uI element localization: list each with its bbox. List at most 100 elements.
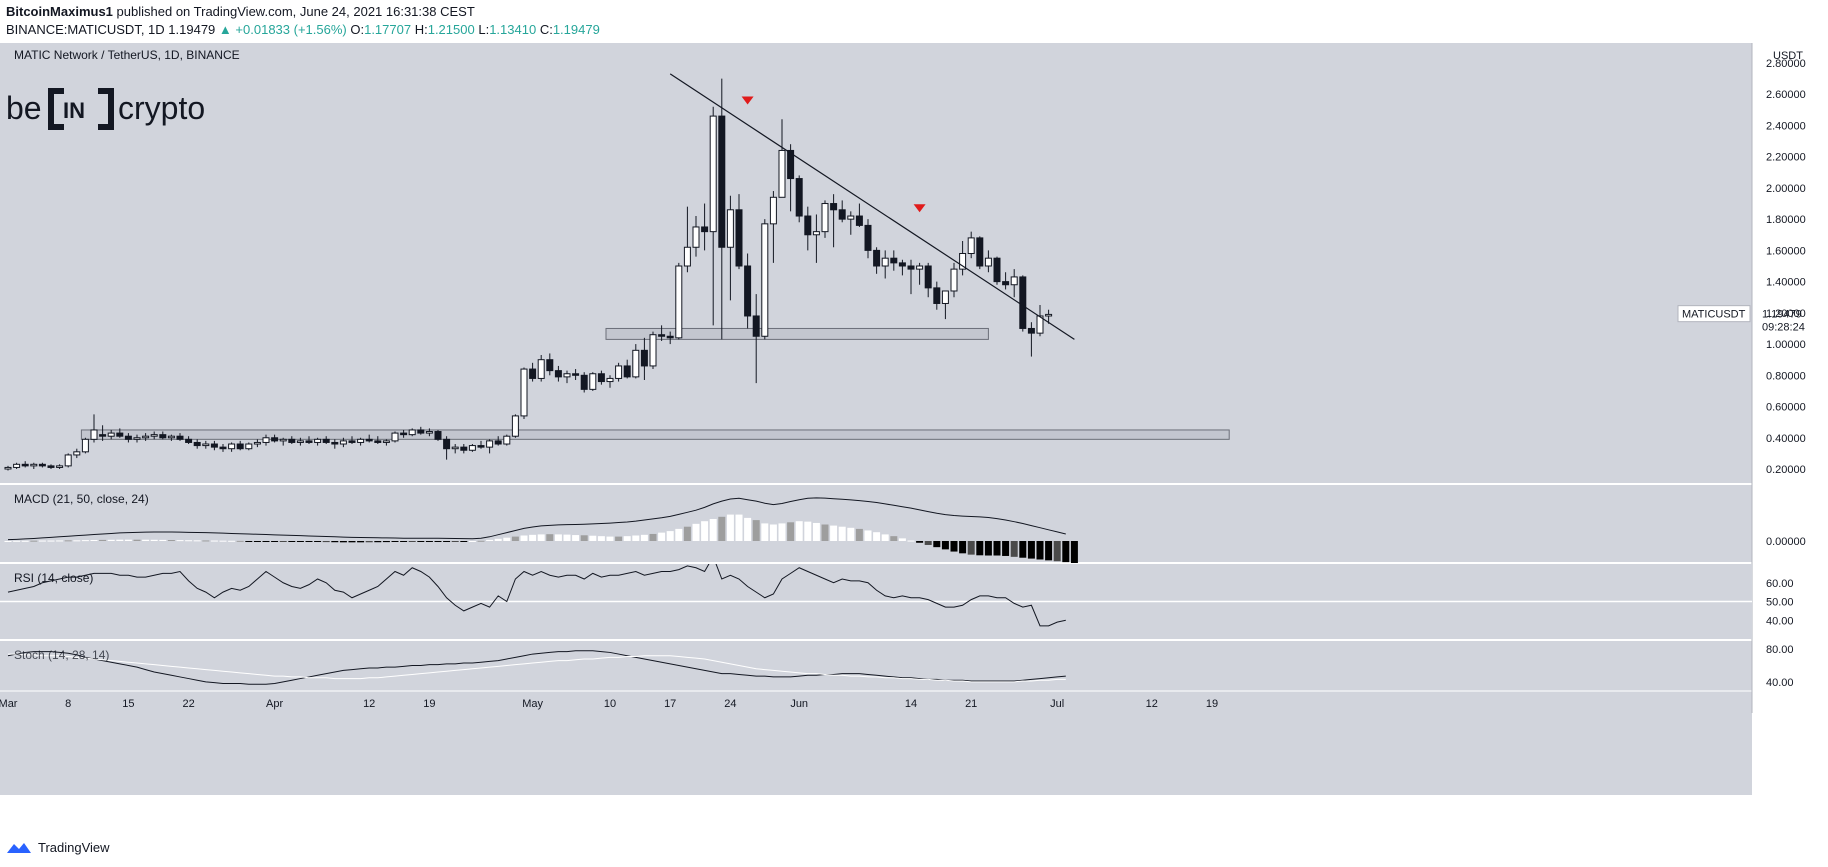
- candle-body: [623, 365, 631, 378]
- macd-histogram-bar: [1036, 541, 1044, 560]
- time-tick-label: 19: [1206, 698, 1218, 710]
- candle-body: [744, 265, 752, 317]
- high-value: 1.21500: [427, 22, 475, 37]
- macd-histogram-bar: [752, 520, 760, 541]
- candle-body: [864, 224, 872, 251]
- macd-histogram-bar: [537, 534, 545, 541]
- beincrypto-logo: be IN crypto: [6, 88, 205, 130]
- last-price: 1.19479: [168, 22, 216, 37]
- macd-histogram-bar: [434, 541, 442, 542]
- candle-body: [933, 287, 941, 304]
- candle-body: [554, 370, 562, 378]
- macd-histogram-bar: [830, 525, 838, 541]
- candle-body: [830, 203, 838, 211]
- candle-body: [90, 429, 98, 440]
- candle-body: [193, 441, 201, 447]
- symbol-header: BINANCE:MATICUSDT, 1D 1.19479 ▲ +0.01833…: [6, 22, 600, 37]
- red-down-arrow-icon: [913, 204, 926, 213]
- candle-body: [262, 437, 270, 443]
- time-tick-label: Jun: [790, 698, 808, 710]
- candle-body: [382, 440, 390, 443]
- time-tick-label: Apr: [266, 698, 283, 710]
- candle-body: [296, 440, 304, 443]
- time-tick-label: 22: [182, 698, 194, 710]
- macd-histogram-bar: [348, 541, 356, 543]
- candle-body: [580, 374, 588, 390]
- candle-body: [305, 440, 313, 443]
- symbol-tag-box: [1677, 305, 1751, 323]
- macd-histogram-bar: [305, 541, 313, 542]
- macd-histogram-bar: [1027, 541, 1035, 559]
- price-chart[interactable]: MACD (21, 50, close, 24) RSI (14, close)…: [0, 43, 1828, 838]
- time-tick-label: 10: [604, 698, 616, 710]
- macd-histogram-bar: [90, 540, 98, 542]
- candle-body: [365, 438, 373, 442]
- macd-histogram-bar: [400, 541, 408, 542]
- time-tick-label: 21: [965, 698, 977, 710]
- macd-histogram-bar: [1070, 541, 1078, 563]
- footer[interactable]: TradingView: [6, 840, 110, 855]
- macd-histogram-bar: [597, 536, 605, 541]
- macd-histogram-bar: [21, 540, 29, 542]
- price-scale-background[interactable]: [1752, 43, 1828, 795]
- candle-body: [1019, 276, 1027, 329]
- symbol-line: BINANCE:MATICUSDT, 1D: [6, 22, 165, 37]
- support-zone: [605, 327, 989, 340]
- candle-body: [443, 438, 451, 450]
- macd-histogram-bar: [873, 532, 881, 541]
- macd-histogram-bar: [804, 521, 812, 541]
- candle-body: [658, 334, 666, 337]
- macd-histogram-bar: [202, 540, 210, 542]
- candle-body: [1045, 313, 1053, 317]
- candle-body: [116, 432, 124, 437]
- candle-body: [279, 438, 287, 442]
- macd-histogram-bar: [546, 534, 554, 541]
- candle-body: [640, 349, 648, 367]
- candle-body: [950, 268, 958, 292]
- candle-body: [941, 290, 949, 304]
- macd-histogram-bar: [984, 541, 992, 556]
- candle-body: [176, 435, 184, 440]
- macd-histogram-bar: [477, 540, 485, 542]
- macd-histogram-bar: [236, 540, 244, 542]
- candle-body: [855, 215, 863, 226]
- price-tick-label: 2.00000: [1766, 183, 1806, 195]
- macd-histogram-bar: [99, 539, 107, 541]
- macd-histogram-bar: [1045, 541, 1053, 561]
- macd-histogram-bar: [735, 514, 743, 541]
- macd-histogram-bar: [632, 535, 640, 541]
- author-name[interactable]: BitcoinMaximus1: [6, 4, 113, 19]
- candle-body: [150, 434, 158, 437]
- candle-body: [219, 446, 227, 450]
- candle-body: [838, 209, 846, 220]
- macd-histogram-bar: [563, 534, 571, 541]
- candle-body: [159, 434, 167, 439]
- published-text: published on TradingView.com, June 24, 2…: [116, 4, 475, 19]
- candle-body: [73, 451, 81, 456]
- macd-histogram-bar: [726, 514, 734, 541]
- stoch-tick-label: 80.00: [1766, 644, 1794, 656]
- candle-body: [468, 445, 476, 451]
- candle-body: [692, 226, 700, 248]
- up-triangle-icon: ▲: [218, 22, 232, 37]
- footer-brand: TradingView: [38, 840, 110, 855]
- red-down-arrow-icon: [741, 96, 754, 105]
- macd-histogram-bar: [4, 541, 12, 542]
- macd-histogram-bar: [529, 534, 537, 541]
- candle-body: [898, 262, 906, 267]
- stoch-tick-label: 40.00: [1766, 677, 1794, 689]
- macd-histogram-bar: [503, 537, 511, 541]
- candle-body: [787, 149, 795, 180]
- macd-histogram-bar: [279, 541, 287, 542]
- stoch-d-line: [8, 653, 1066, 683]
- macd-histogram-bar: [941, 541, 949, 550]
- time-tick-label: 24: [724, 698, 736, 710]
- plot-background: [0, 43, 1752, 795]
- macd-histogram-bar: [365, 541, 373, 543]
- candle-body: [64, 454, 72, 467]
- candle-body: [124, 435, 132, 440]
- macd-histogram-bar: [425, 541, 433, 542]
- macd-histogram-bar: [262, 541, 270, 542]
- time-tick-label: 12: [1146, 698, 1158, 710]
- macd-histogram-bar: [460, 541, 468, 542]
